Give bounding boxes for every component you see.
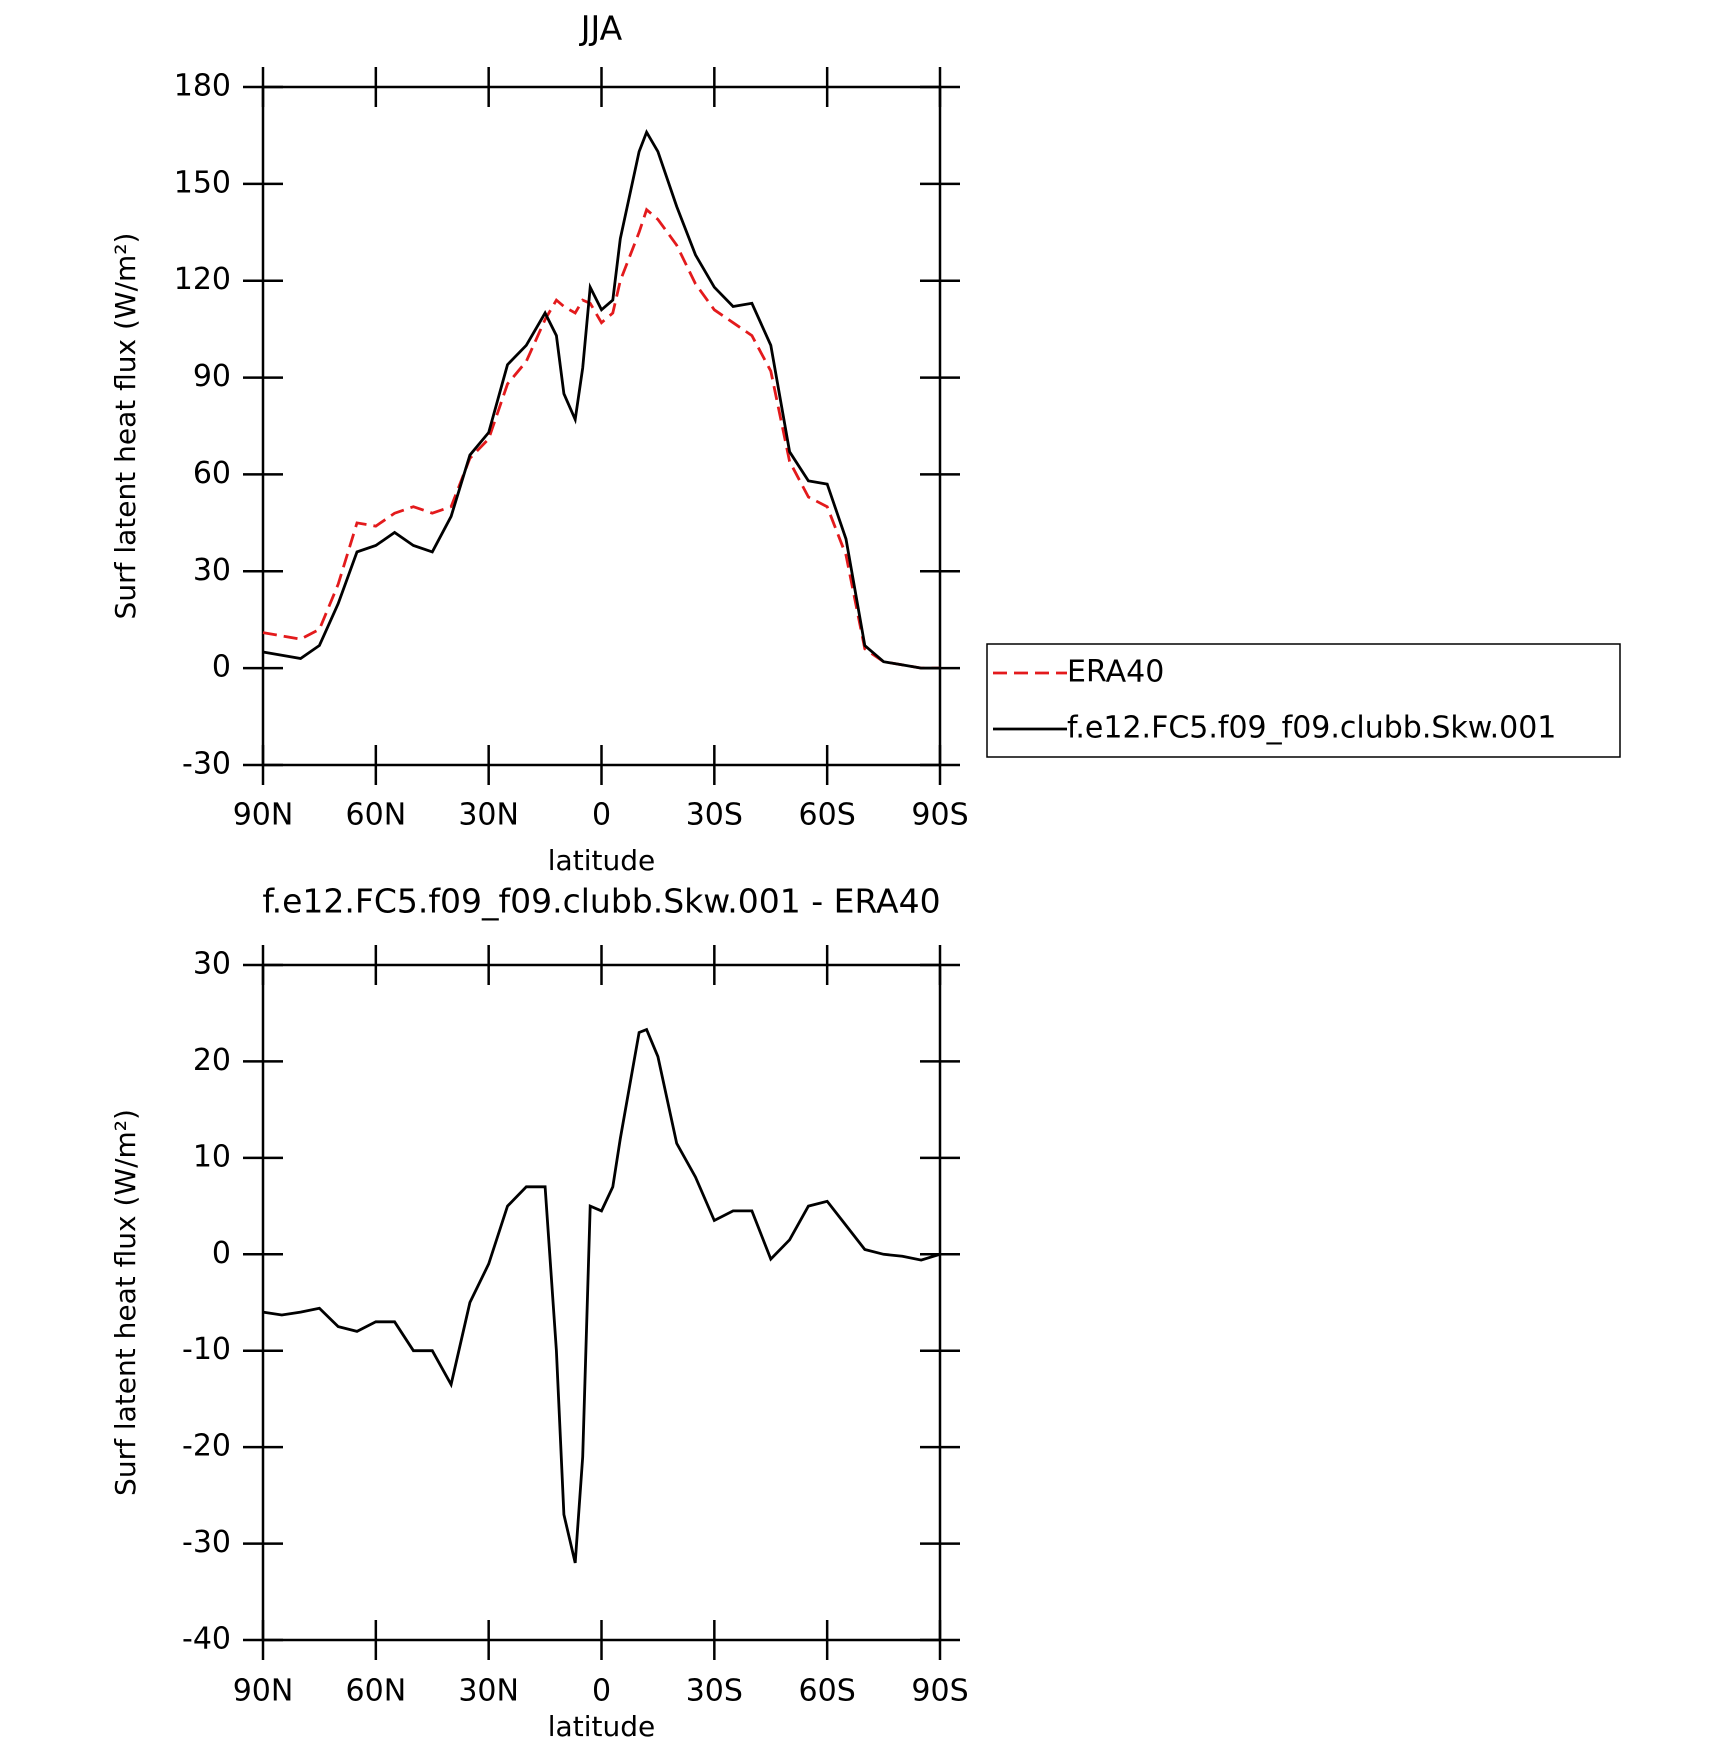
y-tick-label: -10 (182, 1332, 231, 1367)
y-tick-label: -20 (182, 1429, 231, 1464)
y-tick-label: 150 (174, 165, 231, 200)
plot-frame (261, 85, 942, 767)
y-tick-label: 10 (193, 1139, 231, 1174)
plot-frame (261, 963, 942, 1642)
y-tick-label: 30 (193, 553, 231, 588)
data-line (262, 207, 940, 670)
legend-label: f.e12.FC5.f09_f09.clubb.Skw.001 (1067, 711, 1556, 746)
x-tick-label: 30S (686, 798, 743, 833)
x-tick-label: 90S (911, 798, 968, 833)
x-tick-label: 30S (686, 1674, 743, 1709)
x-tick-label: 60N (346, 798, 407, 833)
x-tick-label: 0 (592, 1674, 611, 1709)
x-axis-label: latitude (548, 844, 655, 877)
y-tick-label: 30 (193, 947, 231, 982)
y-tick-label: 90 (193, 359, 231, 394)
y-tick-label: -30 (182, 1525, 231, 1560)
y-tick-label: 0 (212, 650, 231, 685)
x-axis-label: latitude (548, 1710, 655, 1743)
y-tick-label: -30 (182, 747, 231, 782)
y-tick-label: -40 (182, 1622, 231, 1657)
chart-title: JJA (579, 9, 623, 48)
legend-label: ERA40 (1067, 655, 1164, 690)
x-tick-label: 30N (458, 1674, 519, 1709)
y-tick-label: 0 (212, 1236, 231, 1271)
x-tick-label: 30N (458, 798, 519, 833)
data-line (262, 128, 940, 670)
chart-title: f.e12.FC5.f09_f09.clubb.Skw.001 - ERA40 (262, 882, 940, 921)
x-tick-label: 60N (346, 1674, 407, 1709)
x-tick-label: 90N (233, 1674, 294, 1709)
x-tick-label: 90S (911, 1674, 968, 1709)
legend-box (986, 643, 1621, 758)
x-tick-label: 60S (799, 798, 856, 833)
y-tick-label: 120 (174, 262, 231, 297)
x-tick-label: 0 (592, 798, 611, 833)
y-axis-label: Surf latent heat flux (W/m²) (109, 233, 142, 620)
y-tick-label: 180 (174, 69, 231, 104)
y-tick-label: 60 (193, 456, 231, 491)
y-tick-label: 20 (193, 1043, 231, 1078)
y-axis-label: Surf latent heat flux (W/m²) (109, 1109, 142, 1496)
x-tick-label: 60S (799, 1674, 856, 1709)
data-line (262, 1027, 941, 1564)
x-tick-label: 90N (233, 798, 294, 833)
